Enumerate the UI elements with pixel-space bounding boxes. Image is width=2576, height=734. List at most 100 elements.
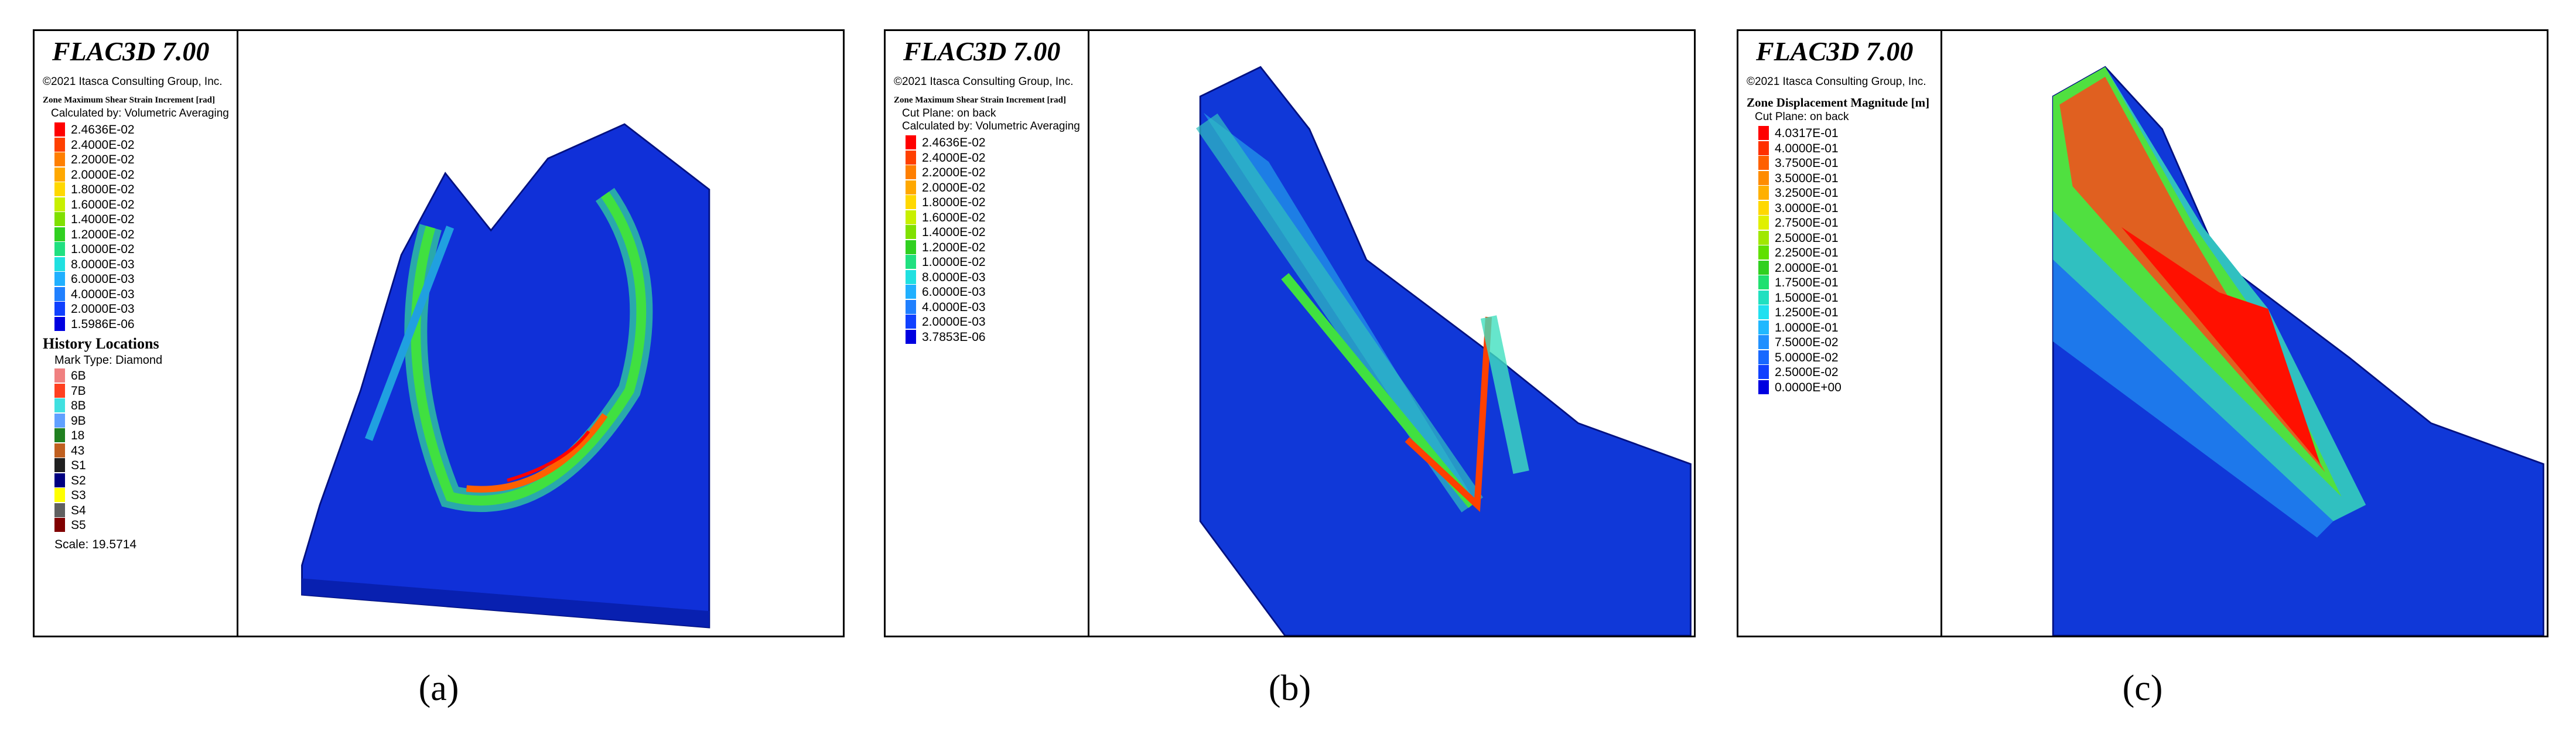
scale: Scale: 19.5714 bbox=[54, 537, 137, 551]
swatch bbox=[54, 257, 65, 271]
swatch bbox=[906, 329, 916, 344]
history-title: History Locations bbox=[43, 335, 159, 352]
swatch bbox=[1758, 305, 1769, 319]
swatch bbox=[54, 488, 65, 502]
swatch bbox=[54, 413, 65, 428]
legend-label: 6.0000E-03 bbox=[922, 285, 986, 299]
swatch bbox=[906, 269, 916, 284]
swatch bbox=[54, 473, 65, 487]
legend-label: 2.0000E-02 bbox=[71, 168, 135, 182]
legend-label: 1.7500E-01 bbox=[1775, 276, 1839, 289]
legend-label: 4.0000E-01 bbox=[1775, 141, 1839, 155]
legend-note: Cut Plane: on back bbox=[902, 107, 996, 120]
legend-label: 2.4000E-02 bbox=[922, 151, 986, 165]
divider bbox=[1088, 31, 1089, 636]
legend-label: S4 bbox=[71, 503, 86, 517]
panel: FLAC3D 7.00 ©2021 Itasca Consulting Grou… bbox=[33, 29, 845, 637]
swatch bbox=[54, 316, 65, 331]
swatch bbox=[1758, 290, 1769, 305]
legend-note: Cut Plane: on back bbox=[1755, 111, 1849, 123]
swatch bbox=[54, 458, 65, 472]
swatch bbox=[906, 135, 916, 149]
swatch bbox=[906, 165, 916, 179]
legend-label: 5.0000E-02 bbox=[1775, 350, 1839, 364]
copyright: ©2021 Itasca Consulting Group, Inc. bbox=[894, 76, 1074, 88]
swatch bbox=[54, 272, 65, 286]
legend-label: 2.0000E-03 bbox=[71, 302, 135, 316]
swatch bbox=[1758, 275, 1769, 289]
legend-label: 4.0317E-01 bbox=[1775, 127, 1839, 140]
divider bbox=[1940, 31, 1942, 636]
swatch bbox=[906, 195, 916, 209]
divider bbox=[237, 31, 238, 636]
swatch bbox=[54, 286, 65, 301]
legend-label: 2.7500E-01 bbox=[1775, 216, 1839, 230]
swatch bbox=[1758, 200, 1769, 215]
swatch bbox=[1758, 230, 1769, 245]
legend-note: Calculated by: Volumetric Averaging bbox=[51, 107, 229, 120]
swatch bbox=[1758, 335, 1769, 349]
legend-label: 2.4636E-02 bbox=[922, 136, 986, 149]
legend-label: 2.0000E-03 bbox=[922, 315, 986, 329]
legend-title: Zone Displacement Magnitude [m] bbox=[1747, 95, 1930, 110]
legend-label: 1.0000E-02 bbox=[922, 255, 986, 269]
title: FLAC3D 7.00 bbox=[903, 36, 1061, 66]
swatch bbox=[54, 443, 65, 458]
legend-label: 2.5000E-01 bbox=[1775, 231, 1839, 245]
panel: FLAC3D 7.00 ©2021 Itasca Consulting Grou… bbox=[1737, 29, 2548, 637]
swatch bbox=[906, 210, 916, 224]
legend-label: 7.5000E-02 bbox=[1775, 336, 1839, 349]
title: FLAC3D 7.00 bbox=[1756, 36, 1914, 66]
legend-label: 1.5986E-06 bbox=[71, 317, 135, 331]
swatch bbox=[54, 122, 65, 136]
swatch bbox=[1758, 320, 1769, 334]
legend-label: 8.0000E-03 bbox=[71, 257, 135, 271]
swatch bbox=[54, 242, 65, 256]
legend-label: 4.0000E-03 bbox=[71, 287, 135, 301]
legend-label: 1.6000E-02 bbox=[71, 197, 135, 211]
legend-label: S3 bbox=[71, 489, 86, 502]
swatch bbox=[54, 197, 65, 211]
legend-label: 0.0000E+00 bbox=[1775, 380, 1842, 394]
swatch bbox=[1758, 216, 1769, 230]
swatch bbox=[906, 255, 916, 269]
swatch bbox=[906, 180, 916, 194]
legend-label: 43 bbox=[71, 443, 85, 458]
legend-label: 9B bbox=[71, 414, 86, 428]
legend-label: 1.0000E-01 bbox=[1775, 320, 1839, 334]
legend-label: 1.4000E-02 bbox=[71, 213, 135, 226]
swatch bbox=[1758, 170, 1769, 185]
caption: (b) bbox=[1268, 668, 1311, 708]
panel: FLAC3D 7.00 ©2021 Itasca Consulting Grou… bbox=[884, 29, 1696, 637]
legend-label: S5 bbox=[71, 518, 86, 532]
swatch bbox=[906, 315, 916, 329]
render bbox=[301, 123, 710, 629]
legend-label: 7B bbox=[71, 384, 86, 398]
swatch bbox=[54, 137, 65, 152]
legend-label: 3.7500E-01 bbox=[1775, 156, 1839, 170]
swatch bbox=[1758, 141, 1769, 155]
swatch bbox=[1758, 126, 1769, 140]
swatch bbox=[1758, 365, 1769, 379]
legend-label: S2 bbox=[71, 473, 86, 487]
legend-label: 8B bbox=[71, 399, 86, 412]
swatch bbox=[906, 150, 916, 165]
legend-title: Zone Maximum Shear Strain Increment [rad… bbox=[894, 95, 1067, 105]
swatch bbox=[54, 302, 65, 316]
legend-label: 1.8000E-02 bbox=[922, 196, 986, 209]
swatch bbox=[1758, 245, 1769, 260]
legend-label: S1 bbox=[71, 459, 86, 472]
legend-label: 4.0000E-03 bbox=[922, 300, 986, 314]
swatch bbox=[54, 383, 65, 398]
swatch bbox=[54, 518, 65, 532]
legend-label: 1.2000E-02 bbox=[71, 227, 135, 241]
legend-label: 2.2000E-02 bbox=[71, 153, 135, 166]
swatch bbox=[54, 182, 65, 196]
history-note: Mark Type: Diamond bbox=[54, 354, 163, 367]
legend-note: Calculated by: Volumetric Averaging bbox=[902, 120, 1080, 132]
swatch bbox=[906, 225, 916, 239]
swatch bbox=[54, 398, 65, 412]
swatch bbox=[54, 152, 65, 166]
legend-label: 1.5000E-01 bbox=[1775, 291, 1839, 305]
